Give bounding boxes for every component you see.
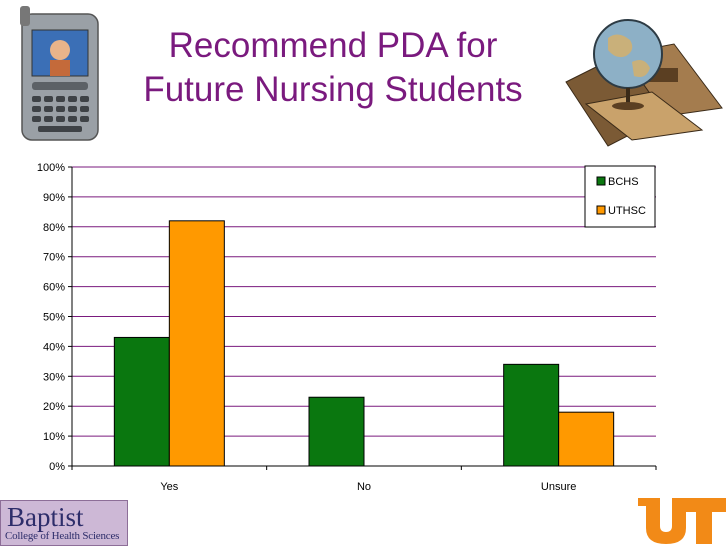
legend-label: UTHSC — [608, 205, 646, 217]
bar-bchs-unsure — [503, 363, 560, 467]
slide-title: Recommend PDA for Future Nursing Student… — [108, 24, 558, 112]
y-tick-label: 0% — [49, 461, 65, 473]
y-tick-label: 60% — [43, 282, 65, 294]
x-tick-label: Unsure — [541, 481, 576, 493]
title-line-1: Recommend PDA for — [168, 26, 498, 65]
bar-uthsc-unsure — [558, 411, 615, 467]
pda-phone-image — [20, 6, 99, 141]
x-tick-label: No — [357, 481, 371, 493]
bar-bchs-no — [308, 396, 365, 467]
y-tick-label: 50% — [43, 312, 65, 324]
y-tick-label: 70% — [43, 252, 65, 264]
y-tick-label: 30% — [43, 371, 65, 383]
legend-box — [584, 165, 656, 228]
y-tick-label: 80% — [43, 222, 65, 234]
legend-swatch — [596, 205, 606, 215]
y-tick-label: 40% — [43, 341, 65, 353]
title-line-2: Future Nursing Students — [143, 70, 523, 109]
legend-label: BCHS — [608, 176, 639, 188]
y-tick-label: 90% — [43, 192, 65, 204]
y-tick-label: 20% — [43, 401, 65, 413]
legend-swatch — [596, 176, 606, 186]
baptist-logo-title: Baptist — [7, 502, 84, 532]
globe-books-image — [565, 19, 723, 147]
ut-logo — [638, 498, 726, 544]
y-tick-label: 10% — [43, 431, 65, 443]
x-tick-label: Yes — [160, 481, 178, 493]
baptist-logo-subtitle: College of Health Sciences — [5, 530, 120, 542]
baptist-logo: Baptist College of Health Sciences — [0, 500, 128, 546]
chart-legend: BCHS UTHSC — [584, 165, 656, 228]
bar-bchs-yes — [113, 336, 170, 467]
bar-uthsc-yes — [168, 220, 225, 467]
y-tick-label: 100% — [37, 162, 65, 174]
